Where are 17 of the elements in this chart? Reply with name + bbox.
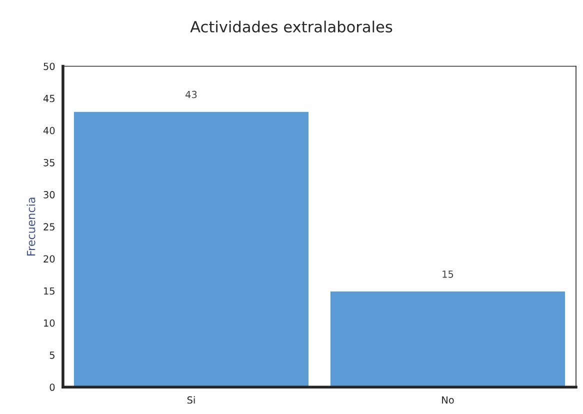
- y-tick-label: 30: [44, 191, 55, 198]
- y-tick-label: 20: [44, 255, 55, 263]
- chart-title: Actividades extralaborales: [190, 20, 392, 33]
- y-tick-label: 0: [50, 384, 55, 391]
- y-tick-label: 15: [44, 287, 54, 295]
- y-tick-label: 50: [44, 62, 55, 70]
- x-tick-label: Si: [187, 396, 195, 404]
- y-tick-label: 25: [44, 223, 54, 230]
- data-label: 43: [186, 90, 197, 98]
- data-label: 15: [442, 270, 454, 278]
- y-tick-label: 40: [43, 126, 55, 134]
- y-tick-label: 45: [43, 94, 54, 102]
- y-tick-label: 5: [50, 352, 54, 359]
- x-tick-label: No: [442, 396, 454, 404]
- y-axis-title: Frecuencia: [26, 198, 36, 256]
- y-tick-label: 10: [44, 319, 55, 327]
- y-tick-label: 35: [44, 158, 54, 166]
